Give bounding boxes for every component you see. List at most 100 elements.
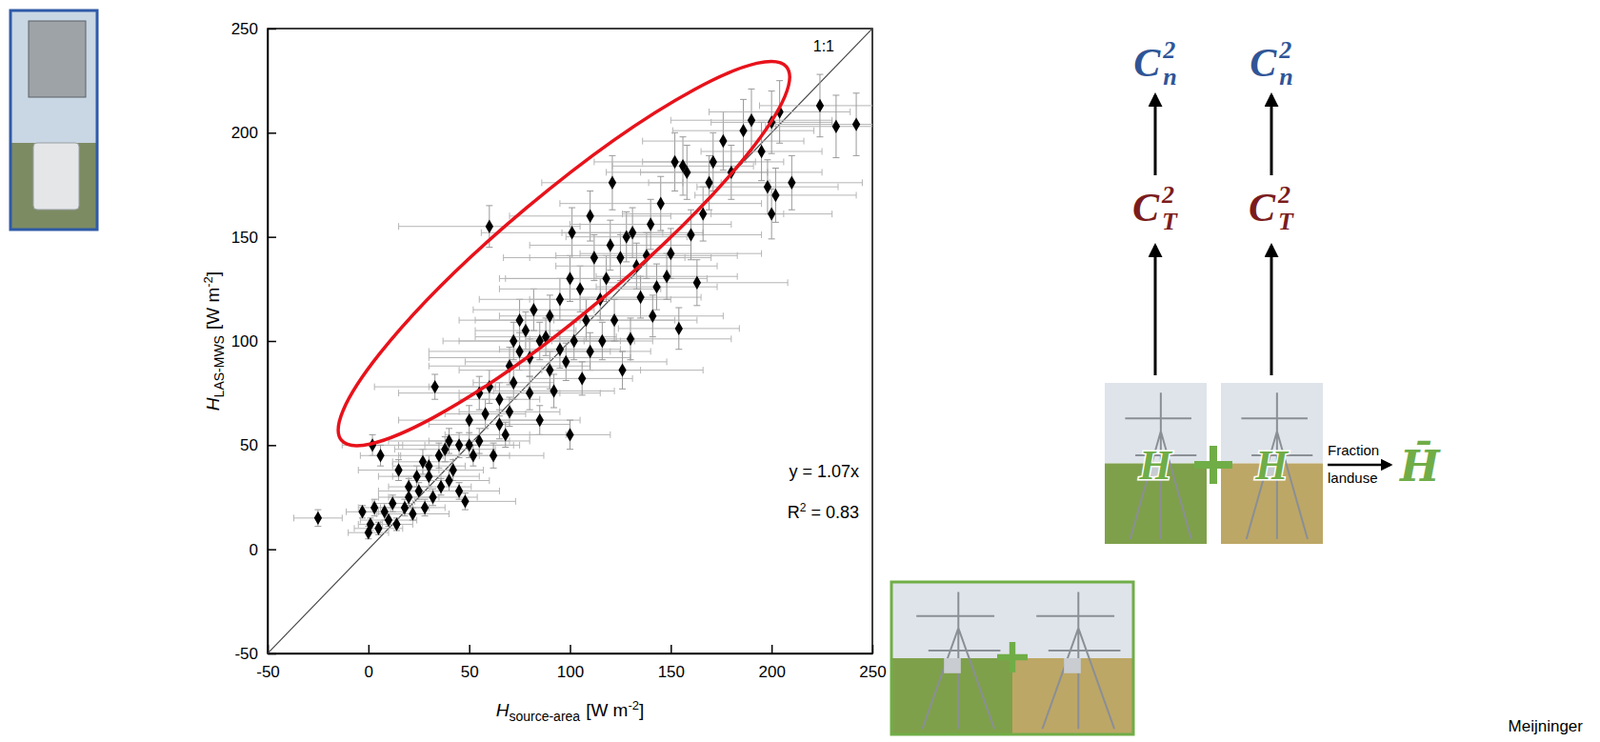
y-error-bar (510, 365, 518, 400)
point (567, 225, 576, 240)
y-error-bar (748, 88, 756, 152)
y-error-bar (675, 307, 682, 350)
x-tick: 0 (364, 644, 374, 681)
point (719, 134, 727, 148)
point (686, 227, 695, 241)
photo-mast (1240, 392, 1313, 540)
y-error-bar (586, 332, 594, 370)
inset-plus (997, 641, 1028, 673)
y-error-bar (627, 318, 635, 360)
photo-h-label: H (1138, 441, 1174, 489)
field-photo (1220, 382, 1323, 544)
point (509, 334, 518, 348)
point (469, 448, 478, 462)
point (374, 521, 382, 536)
y-error-bar (606, 220, 614, 270)
point (675, 321, 683, 336)
y-error-bar (663, 253, 671, 300)
photo-h-label: H (1254, 441, 1290, 489)
y-tick-label: 150 (231, 228, 259, 247)
point (376, 448, 384, 462)
c-symbol: C2T (1248, 180, 1295, 236)
y-error-bar (740, 99, 747, 162)
point (606, 238, 615, 252)
point (545, 309, 554, 323)
point (576, 281, 584, 296)
y-error-bar (393, 518, 400, 531)
point (586, 209, 595, 223)
axis-title-sub: LAS-MWS (211, 335, 227, 398)
point (515, 344, 523, 359)
x-tick-mark (670, 644, 673, 654)
point (570, 334, 579, 348)
point (536, 413, 544, 427)
inset-photo-left (892, 582, 1013, 734)
arrow (1270, 95, 1274, 176)
x-tick-label: 250 (859, 662, 886, 681)
x-axis-title: Hsource-area[W m-2] (496, 698, 645, 724)
c-sup: 2 (1277, 180, 1291, 209)
y-error-bar (431, 374, 439, 400)
y-error-bar (579, 361, 586, 396)
x-tick-mark (468, 644, 471, 654)
point (561, 355, 570, 369)
y-tick-mark (267, 340, 277, 343)
c-sub: T (1161, 207, 1179, 236)
fraction-label: Fraction (1327, 441, 1380, 459)
point (556, 292, 564, 306)
y-error-bar (456, 482, 463, 500)
x-tick: 200 (758, 644, 785, 681)
y-error-bar (435, 442, 442, 468)
c-symbol: C2T (1132, 180, 1179, 236)
x-tick: 250 (859, 644, 886, 681)
point (394, 462, 402, 477)
y-error-bar (465, 405, 473, 436)
y-error-bar (536, 321, 543, 360)
c-sub: n (1279, 62, 1293, 91)
y-error-bar (506, 397, 514, 427)
fit-label: y = 1.07x (788, 461, 860, 481)
diagram-plus (1194, 445, 1233, 484)
axis-title-unit: [W m (585, 700, 628, 720)
y-error-bar (568, 207, 576, 258)
y-tick: -50 (234, 644, 277, 663)
point (388, 496, 397, 510)
point (709, 155, 718, 169)
point (556, 342, 564, 357)
y-error-bar (546, 295, 554, 338)
point (652, 280, 660, 294)
photo-field (892, 658, 1013, 734)
y-error-bar (516, 299, 523, 341)
point (475, 434, 483, 448)
point (610, 313, 619, 327)
photo-field (1012, 658, 1133, 734)
point (435, 448, 443, 462)
point (618, 362, 626, 377)
y-error-bar (490, 442, 498, 468)
c-sup: 2 (1161, 36, 1176, 64)
y-tick-mark (267, 548, 277, 551)
point (489, 448, 498, 462)
point (616, 250, 624, 264)
point (590, 250, 599, 264)
axis-title-unit-sup: -2 (200, 276, 216, 288)
point (509, 376, 518, 390)
y-error-bar (570, 321, 578, 360)
point (465, 413, 474, 427)
y-error-bar (542, 318, 550, 356)
x-tick-label: 0 (364, 662, 374, 681)
y-tick: 250 (231, 20, 277, 39)
x-tick: 150 (658, 644, 685, 681)
c-sup: 2 (1160, 180, 1175, 209)
c-sub: T (1278, 207, 1295, 236)
y-tick-mark (267, 28, 277, 31)
error-bars (294, 74, 873, 540)
point (704, 176, 713, 190)
point (521, 323, 530, 338)
y-tick-label: 50 (240, 436, 259, 455)
points (314, 99, 860, 540)
credit: Meijninger (1508, 717, 1584, 736)
point (480, 406, 489, 420)
point (428, 490, 437, 504)
axis-title-unit-end: ] (202, 271, 223, 277)
